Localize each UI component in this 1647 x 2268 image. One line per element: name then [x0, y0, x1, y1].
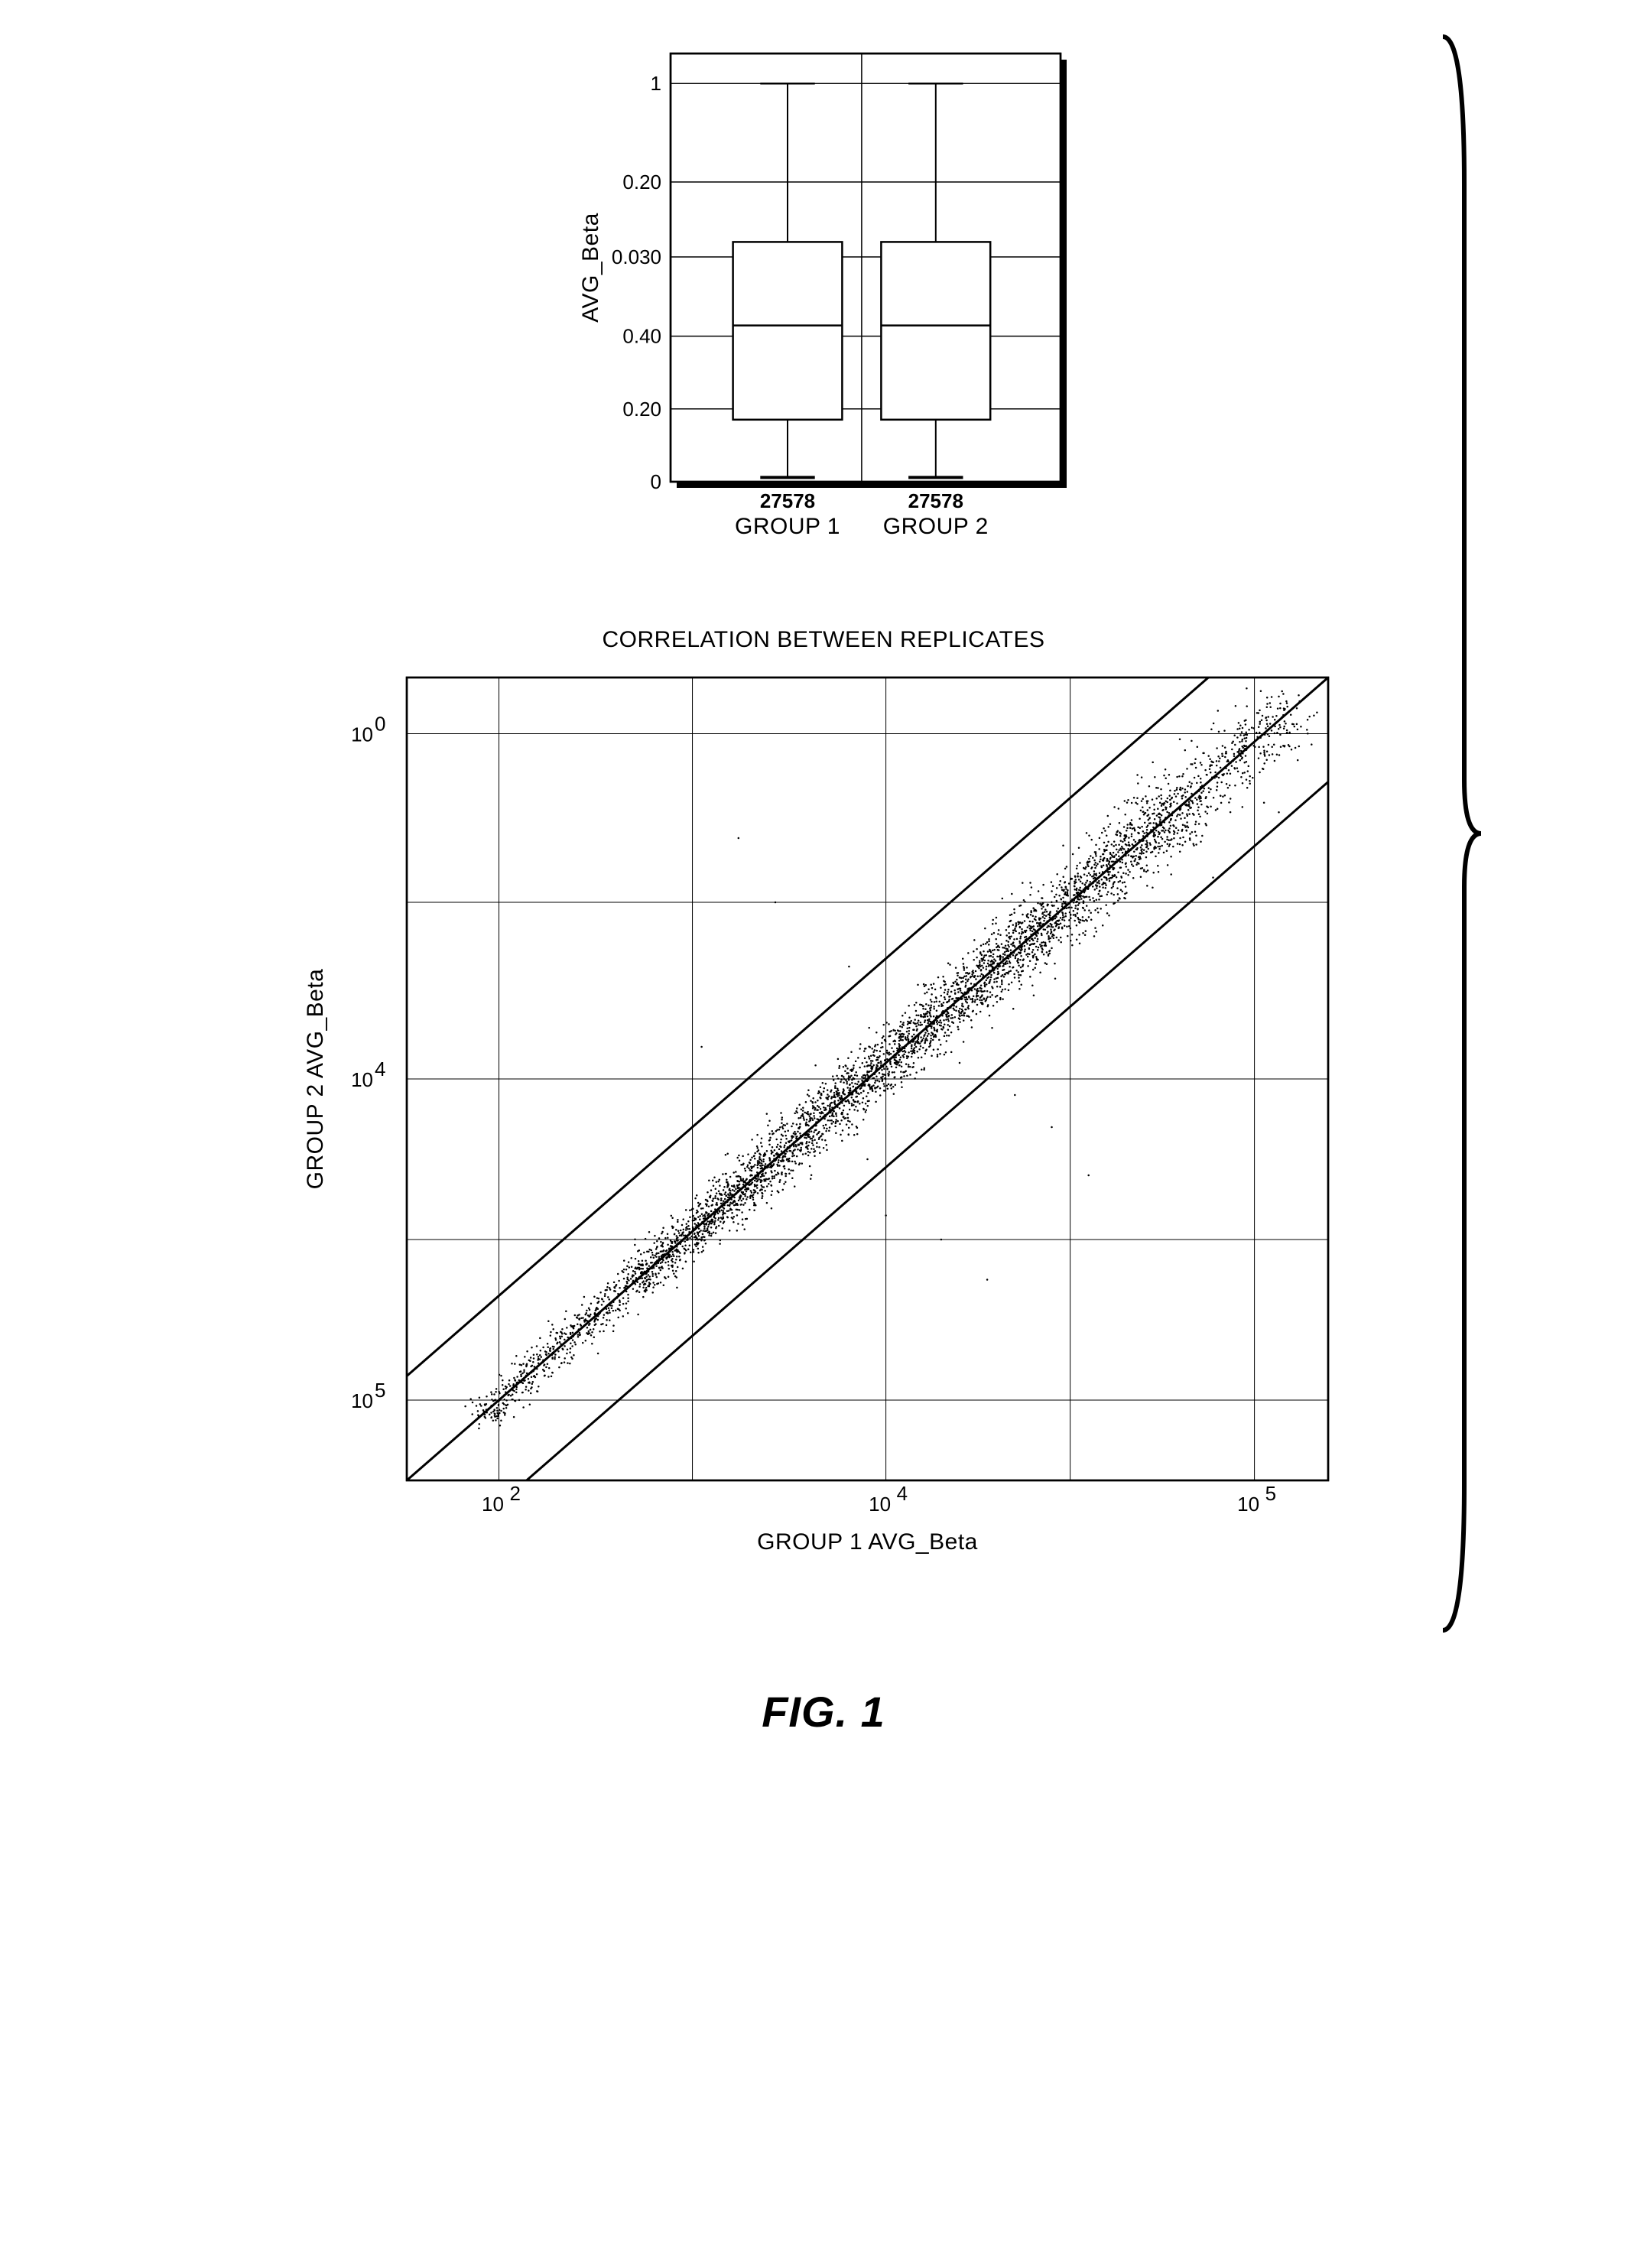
svg-text:GROUP 2 AVG_Beta: GROUP 2 AVG_Beta [303, 969, 328, 1190]
svg-text:10: 10 [351, 723, 373, 746]
svg-text:0.20: 0.20 [622, 171, 661, 193]
svg-text:GROUP 1 AVG_Beta: GROUP 1 AVG_Beta [757, 1529, 978, 1555]
scatter-chart: 102104105100104105GROUP 1 AVG_BetaGROUP … [288, 662, 1359, 1580]
svg-text:GROUP 2: GROUP 2 [883, 514, 989, 539]
svg-text:10: 10 [351, 1389, 373, 1412]
svg-text:AVG_Beta: AVG_Beta [578, 213, 603, 323]
svg-text:10: 10 [351, 1068, 373, 1091]
svg-text:27578: 27578 [908, 489, 963, 512]
svg-text:5: 5 [1265, 1482, 1276, 1505]
svg-text:0: 0 [651, 470, 661, 493]
scatter-title: CORRELATION BETWEEN REPLICATES [603, 627, 1045, 653]
svg-text:0.40: 0.40 [622, 325, 661, 348]
svg-text:10: 10 [1237, 1493, 1259, 1516]
svg-text:10: 10 [869, 1493, 891, 1516]
figure-bracket [1443, 31, 1481, 1636]
svg-text:0: 0 [375, 713, 385, 736]
svg-text:10: 10 [482, 1493, 504, 1516]
svg-text:4: 4 [375, 1058, 385, 1080]
svg-text:27578: 27578 [760, 489, 815, 512]
svg-text:0.20: 0.20 [622, 398, 661, 421]
figure-label: FIG. 1 [212, 1687, 1435, 1737]
svg-text:2: 2 [510, 1482, 521, 1505]
svg-text:1: 1 [651, 72, 661, 95]
svg-text:4: 4 [897, 1482, 908, 1505]
svg-text:0.030: 0.030 [612, 245, 661, 268]
svg-text:GROUP 1: GROUP 1 [735, 514, 840, 539]
boxplot-chart: 00.200.400.0300.20127578GROUP 127578GROU… [556, 31, 1091, 581]
svg-text:5: 5 [375, 1379, 385, 1402]
